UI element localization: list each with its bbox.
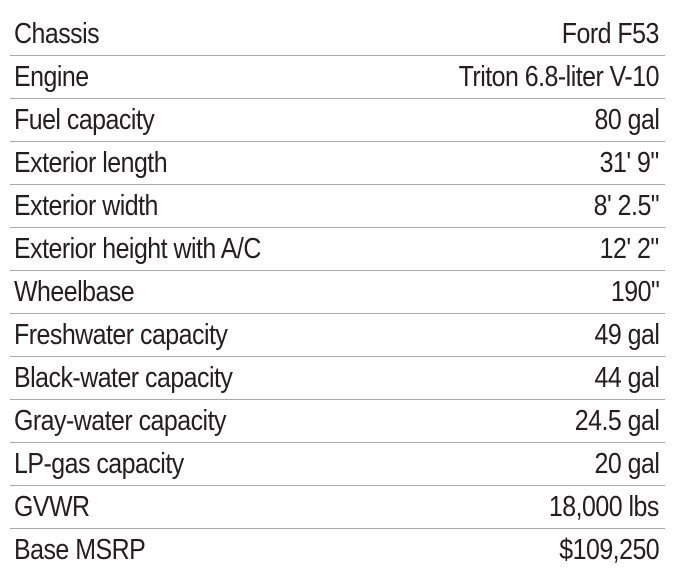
row-value: 49 gal	[369, 313, 665, 357]
row-label: Chassis	[10, 13, 370, 56]
table-row: Wheelbase 190"	[10, 270, 665, 314]
table-row: LP-gas capacity 20 gal	[10, 442, 665, 486]
row-value: 31' 9"	[369, 141, 665, 185]
row-value-text: Triton 6.8-liter V-10	[458, 61, 660, 93]
row-value: $109,250	[369, 529, 665, 572]
row-label: Black-water capacity	[10, 356, 370, 400]
row-value: 20 gal	[369, 442, 665, 486]
table-row: GVWR 18,000 lbs	[10, 485, 665, 529]
row-label-text: LP-gas capacity	[14, 448, 184, 480]
row-value-text: 24.5 gal	[574, 405, 659, 437]
row-label: Fuel capacity	[10, 98, 370, 142]
row-label-text: GVWR	[14, 491, 90, 523]
table-row: Engine Triton 6.8-liter V-10	[10, 55, 665, 99]
table-row: Exterior height with A/C 12' 2"	[10, 227, 665, 271]
row-label-text: Exterior length	[14, 147, 168, 179]
row-value-text: 20 gal	[594, 448, 659, 480]
row-value: 80 gal	[369, 98, 665, 142]
row-label: Freshwater capacity	[10, 313, 370, 357]
table-row: Fuel capacity 80 gal	[10, 98, 665, 142]
row-label: GVWR	[10, 485, 370, 529]
row-value: 12' 2"	[369, 227, 665, 271]
row-label-text: Gray-water capacity	[14, 405, 226, 437]
row-label: Gray-water capacity	[10, 399, 370, 443]
row-value: 24.5 gal	[369, 399, 665, 443]
row-label: Exterior length	[10, 141, 370, 185]
row-value: Ford F53	[369, 13, 665, 56]
row-value: 44 gal	[369, 356, 665, 400]
row-label-text: Exterior height with A/C	[14, 233, 261, 265]
row-value-text: 190"	[610, 276, 660, 308]
table-row: Black-water capacity 44 gal	[10, 356, 665, 400]
row-value: 18,000 lbs	[369, 485, 665, 529]
table-row: Exterior width 8' 2.5"	[10, 184, 665, 228]
row-label: Wheelbase	[10, 270, 370, 314]
row-label-text: Chassis	[14, 18, 100, 50]
row-label-text: Freshwater capacity	[14, 319, 228, 351]
row-value-text: 18,000 lbs	[549, 491, 659, 523]
row-value-text: $109,250	[559, 534, 659, 566]
table-row: Exterior length 31' 9"	[10, 141, 665, 185]
row-label: Base MSRP	[10, 529, 369, 572]
row-value-text: 44 gal	[594, 362, 659, 394]
row-label: LP-gas capacity	[10, 442, 370, 486]
row-label-text: Engine	[14, 61, 89, 93]
row-value-text: Ford F53	[561, 18, 660, 50]
row-label-text: Wheelbase	[14, 276, 135, 308]
row-label-text: Base MSRP	[14, 534, 146, 566]
row-value: 190"	[369, 270, 665, 314]
row-value-text: 31' 9"	[599, 147, 660, 179]
row-label: Exterior width	[10, 184, 370, 228]
table-row: Gray-water capacity 24.5 gal	[10, 399, 665, 443]
row-label: Exterior height with A/C	[10, 227, 370, 271]
row-label-text: Black-water capacity	[14, 362, 233, 394]
row-value-text: 8' 2.5"	[593, 190, 660, 222]
row-value-text: 80 gal	[594, 104, 659, 136]
row-value: 8' 2.5"	[369, 184, 665, 228]
table-row: Freshwater capacity 49 gal	[10, 313, 665, 357]
table-row: Chassis Ford F53	[10, 13, 665, 56]
row-value: Triton 6.8-liter V-10	[369, 55, 665, 99]
spec-table: Chassis Ford F53 Engine Triton 6.8-liter…	[10, 13, 665, 571]
row-label: Engine	[10, 55, 370, 99]
table-row: Base MSRP $109,250	[10, 529, 665, 572]
row-label-text: Fuel capacity	[14, 104, 155, 136]
row-value-text: 49 gal	[594, 319, 659, 351]
row-label-text: Exterior width	[14, 190, 158, 222]
row-value-text: 12' 2"	[599, 233, 660, 265]
